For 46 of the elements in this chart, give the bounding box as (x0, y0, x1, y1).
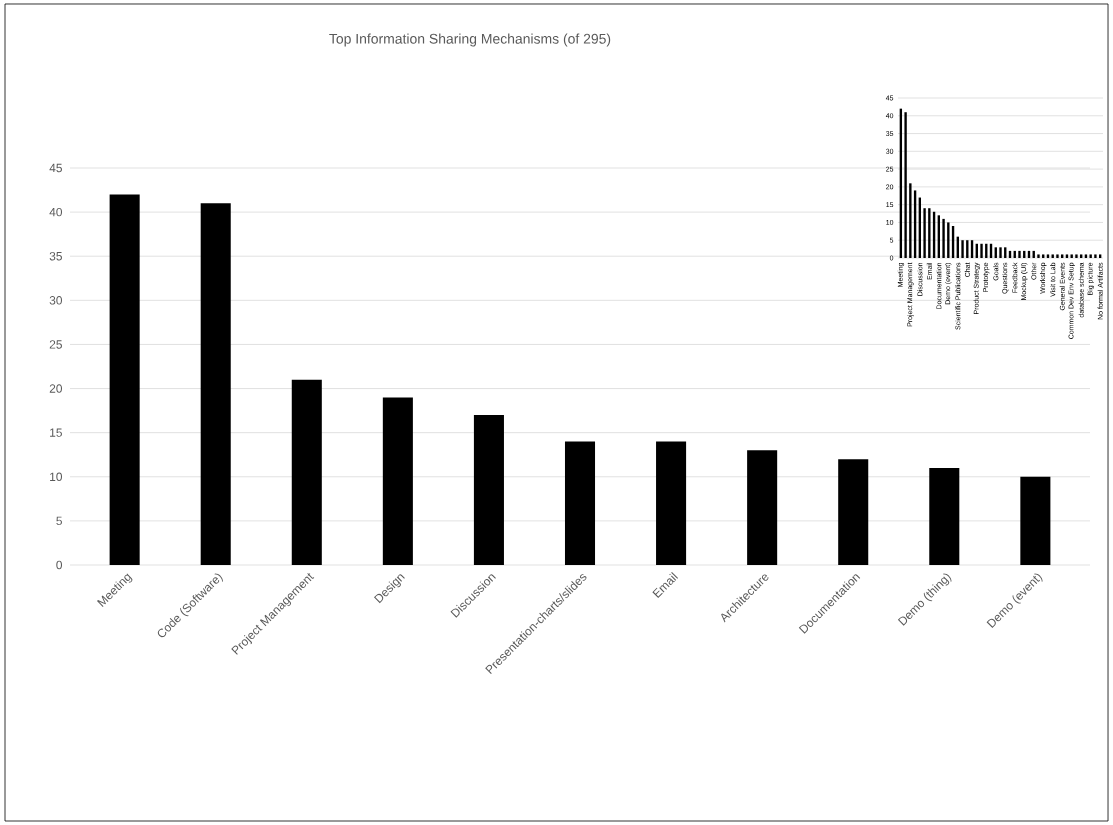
bar (980, 243, 983, 258)
bar (564, 441, 596, 565)
bar (1056, 254, 1059, 258)
bar (904, 112, 907, 258)
bar (1080, 254, 1083, 258)
bar (382, 397, 413, 565)
y-tick-label: 30 (49, 296, 63, 305)
bar (947, 222, 950, 258)
bar (1018, 250, 1021, 258)
bar (1084, 254, 1088, 258)
bar (1075, 254, 1078, 258)
y-tick-label: 15 (50, 428, 62, 437)
bar (909, 183, 912, 258)
chart-title: Top Information Sharing Mechanisms (of 295) (329, 33, 611, 47)
bar (656, 441, 687, 565)
bar (1046, 254, 1050, 258)
y-tick-label: 35 (49, 251, 62, 261)
bar (999, 247, 1002, 258)
bar (109, 194, 140, 565)
bar (200, 203, 231, 565)
y-tick-label: 25 (49, 340, 62, 349)
bar (291, 379, 322, 565)
bar (1042, 254, 1045, 258)
y-tick-label: 20 (49, 384, 63, 393)
y-tick-label: 0 (56, 560, 63, 570)
bar (838, 459, 869, 565)
bar (1037, 254, 1040, 258)
bar (1089, 254, 1092, 258)
bar (747, 450, 778, 565)
bar (928, 208, 931, 258)
y-tick-label: 40 (49, 207, 63, 217)
bar (1051, 254, 1054, 258)
bar (1094, 254, 1097, 258)
bar (1061, 254, 1064, 258)
y-tick-label: 5 (56, 516, 62, 526)
y-tick-label: 10 (50, 472, 63, 481)
y-tick-label: 45 (49, 163, 62, 173)
bar (1098, 254, 1102, 258)
bar (942, 218, 945, 258)
bar (1070, 254, 1073, 258)
bar (473, 415, 504, 565)
bar (961, 240, 964, 258)
bar (929, 467, 960, 565)
bar (923, 208, 926, 258)
bar (1020, 476, 1051, 565)
bar (1065, 254, 1069, 258)
